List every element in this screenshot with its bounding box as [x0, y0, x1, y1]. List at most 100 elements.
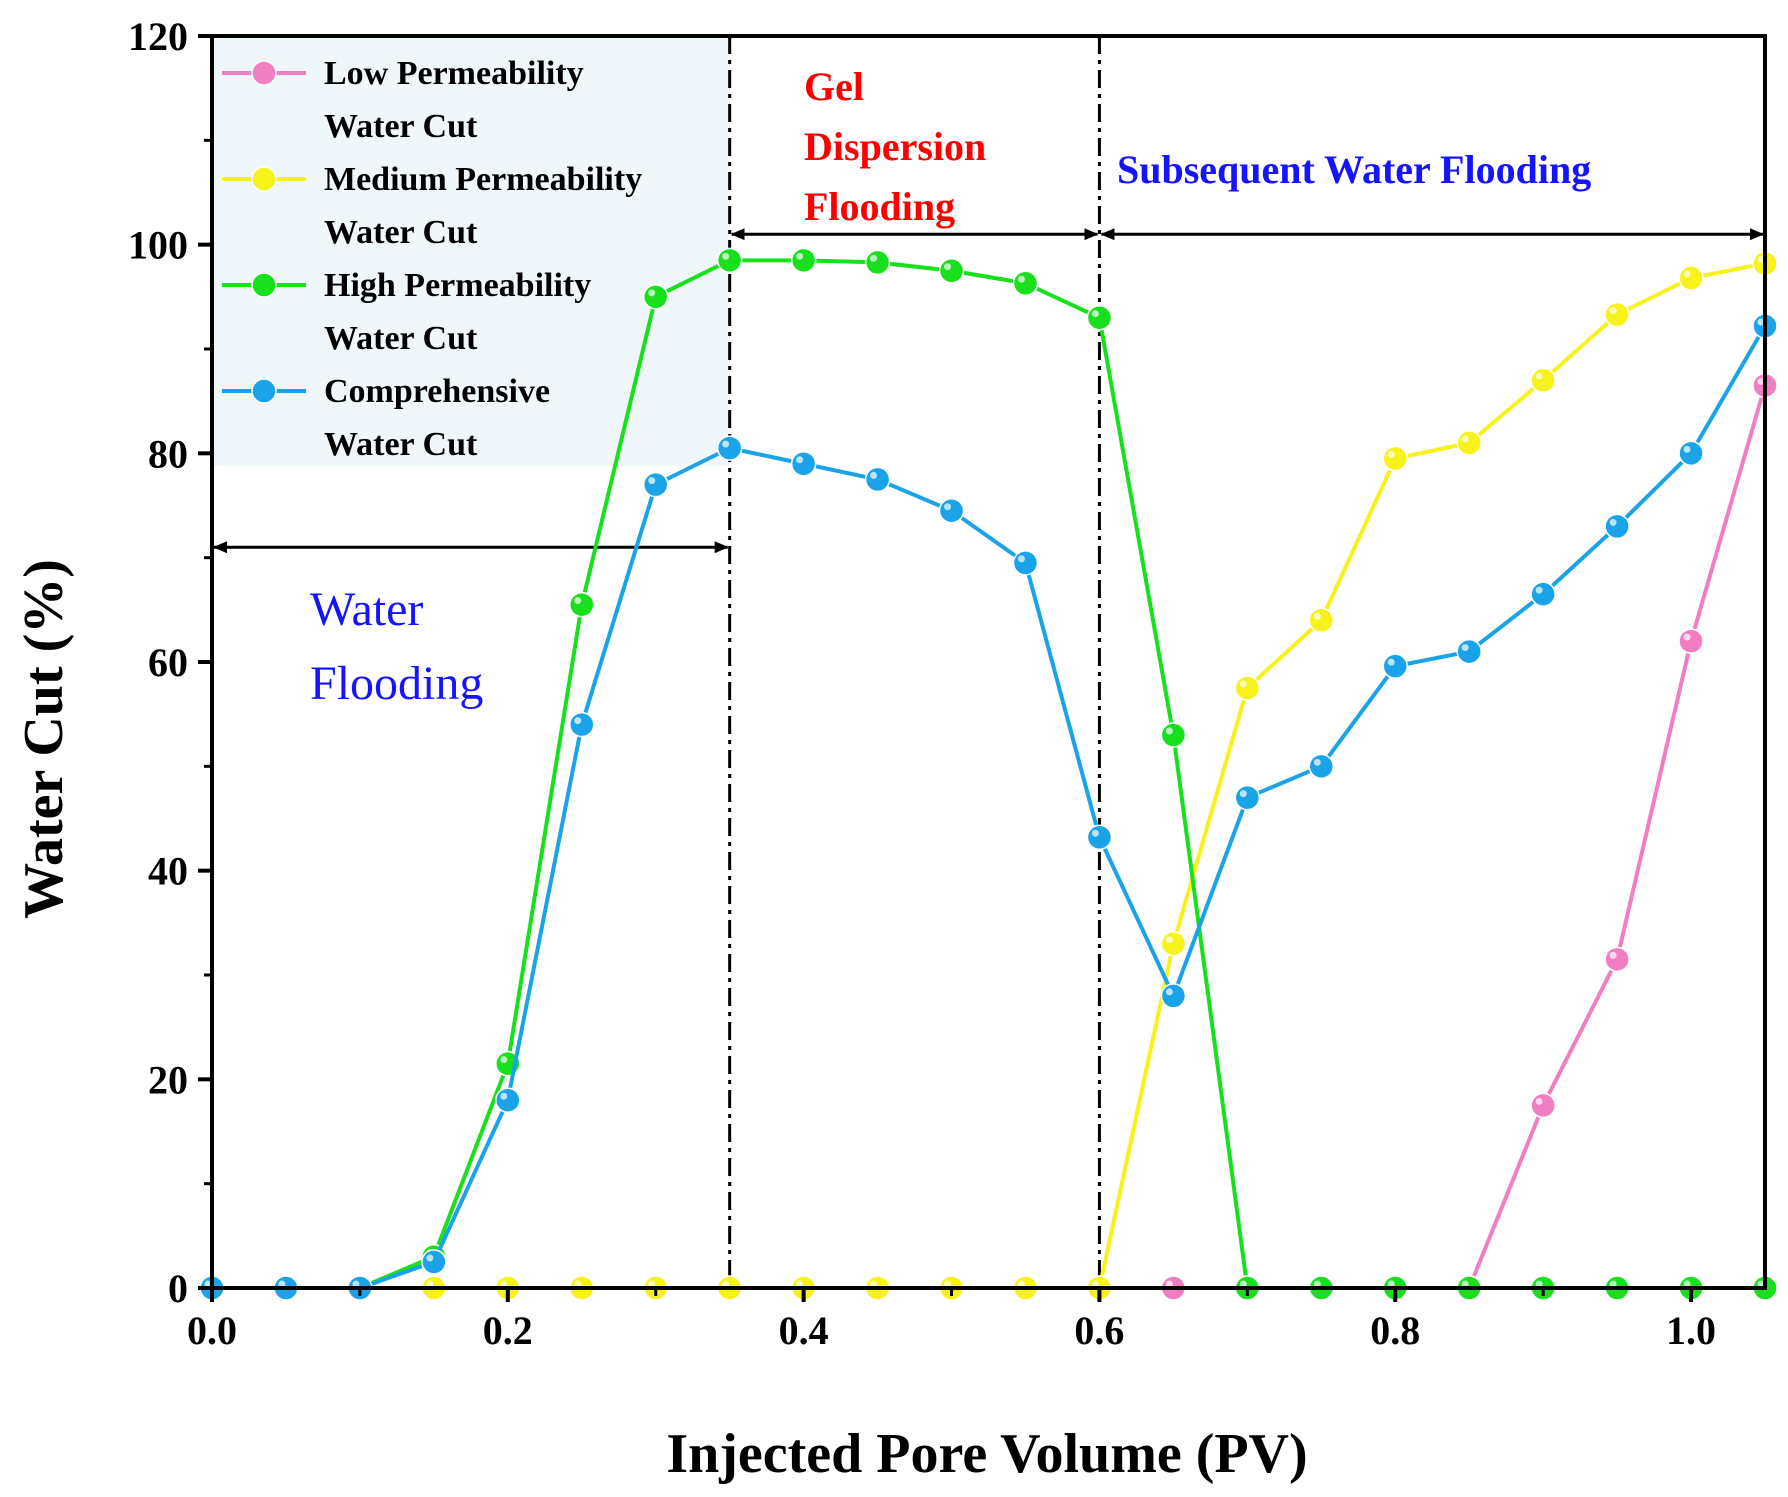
data-point-highlight [1609, 951, 1617, 959]
x-tick-label: 0.8 [1370, 1308, 1420, 1353]
data-point-highlight [1239, 790, 1247, 798]
phase-label: Dispersion [804, 124, 986, 169]
legend-label: Water Cut [324, 108, 478, 145]
data-point [1456, 430, 1482, 456]
data-point-highlight [1165, 727, 1173, 735]
series-line [212, 384, 1767, 1290]
data-point-highlight [1683, 1280, 1691, 1288]
y-tick-label: 40 [148, 849, 188, 894]
data-point [938, 258, 965, 284]
data-point [1456, 638, 1482, 665]
data-point-highlight [1239, 680, 1247, 688]
data-point-highlight [1165, 988, 1173, 996]
data-point-highlight [1165, 1280, 1173, 1288]
phase-label: Gel [804, 64, 864, 109]
data-point-highlight [352, 1280, 360, 1288]
data-point-highlight [648, 477, 656, 485]
data-point-highlight [426, 1254, 434, 1262]
y-tick-label: 20 [148, 1057, 188, 1102]
legend-label: Medium Permeability [324, 161, 642, 198]
data-point [1160, 983, 1187, 1009]
data-point-highlight [796, 252, 804, 260]
data-point-highlight [1683, 633, 1691, 641]
data-point-highlight [1757, 318, 1765, 326]
data-point-highlight [1461, 435, 1469, 443]
data-point-highlight [1757, 255, 1765, 263]
data-point [864, 249, 891, 276]
data-point [1604, 513, 1630, 540]
data-point [1604, 946, 1630, 973]
data-point [1160, 722, 1187, 748]
data-point-highlight [426, 1280, 434, 1288]
data-point [1160, 930, 1187, 957]
data-point-highlight [1387, 1280, 1395, 1288]
data-point-highlight [1165, 936, 1173, 944]
data-point-highlight [1091, 310, 1099, 318]
legend-label: Water Cut [324, 426, 478, 463]
legend-background [214, 38, 730, 466]
data-point [569, 591, 595, 618]
y-axis-title: Water Cut (%) [13, 559, 75, 919]
data-point-highlight [1535, 1097, 1543, 1105]
y-tick-label: 80 [148, 431, 188, 476]
data-point [1530, 581, 1556, 607]
phase-boundaries [728, 36, 1101, 1288]
data-point-highlight [1239, 1280, 1247, 1288]
data-point-highlight [944, 263, 952, 271]
data-point [1086, 304, 1113, 331]
data-point-highlight [796, 1280, 804, 1288]
legend-swatch-marker [251, 60, 277, 86]
data-point-highlight [1609, 307, 1617, 315]
legend-label: Water Cut [324, 320, 478, 357]
data-point-highlight [1757, 378, 1765, 386]
y-tick-label: 0 [168, 1266, 188, 1311]
data-point [1012, 550, 1039, 576]
data-point [716, 435, 743, 461]
data-point-highlight [870, 254, 878, 262]
data-point-highlight [1091, 1280, 1099, 1288]
data-point-highlight [574, 1280, 582, 1288]
data-point-highlight [1313, 1280, 1321, 1288]
x-tick-label: 1.0 [1666, 1308, 1716, 1353]
data-point [1308, 753, 1335, 780]
phase-label: Flooding [804, 184, 955, 229]
data-point [716, 247, 743, 274]
legend-label: Comprehensive [324, 373, 550, 410]
data-point [1086, 824, 1113, 851]
axis-ticks: 0.0 0.2 0.4 0.6 0.8 1.0 0 20 40 60 80 100 120 [128, 14, 1716, 1353]
data-point-highlight [1017, 275, 1025, 283]
data-point-highlight [204, 1280, 212, 1288]
data-point-highlight [648, 1280, 656, 1288]
data-point-highlight [796, 456, 804, 464]
legend: Low Permeability Water Cut Medium Permeabi… [222, 55, 642, 463]
phase-labels: Water Flooding Gel Dispersion Flooding Subseq… [310, 64, 1591, 710]
series-group [199, 313, 1778, 1301]
phase-label: Water [310, 583, 423, 636]
data-point-highlight [1091, 829, 1099, 837]
data-point [1012, 270, 1039, 297]
data-point-highlight [278, 1280, 286, 1288]
series-line [212, 325, 1767, 1290]
data-point-highlight [1683, 445, 1691, 453]
y-tick-label: 100 [128, 223, 188, 268]
data-point-highlight [1535, 1280, 1543, 1288]
data-point [1308, 607, 1335, 634]
data-point-highlight [722, 1280, 730, 1288]
data-point [1678, 628, 1704, 654]
data-point-highlight [1387, 451, 1395, 459]
data-point [1678, 265, 1704, 291]
x-tick-label: 0.2 [483, 1308, 533, 1353]
data-point-highlight [500, 1280, 508, 1288]
data-point-highlight [1609, 1280, 1617, 1288]
data-point-highlight [1609, 518, 1617, 526]
data-point-highlight [944, 1280, 952, 1288]
data-point [790, 247, 817, 274]
data-point [1234, 675, 1261, 701]
data-point-highlight [870, 471, 878, 479]
data-point-highlight [574, 597, 582, 605]
data-point [1530, 367, 1556, 394]
x-tick-label: 0.0 [187, 1308, 237, 1353]
data-point [1234, 784, 1261, 811]
data-point [938, 497, 965, 524]
